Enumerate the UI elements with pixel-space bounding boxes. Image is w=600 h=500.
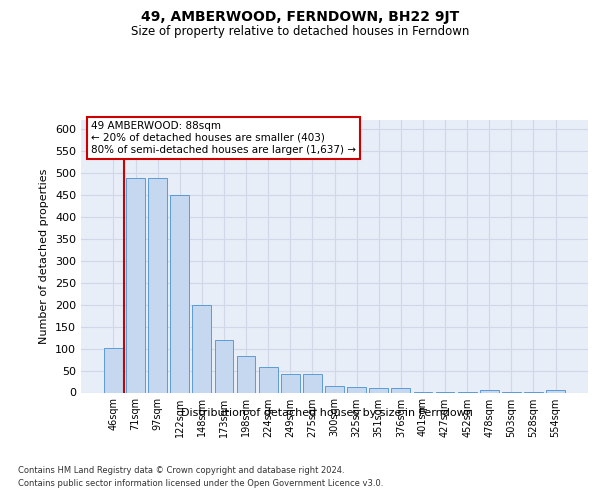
Bar (126, 178, 145, 392)
Text: Contains public sector information licensed under the Open Government Licence v3: Contains public sector information licen… (18, 479, 383, 488)
Bar (303, 374, 322, 392)
Text: 49, AMBERWOOD, FERNDOWN, BH22 9JT: 49, AMBERWOOD, FERNDOWN, BH22 9JT (141, 10, 459, 24)
Bar (148, 178, 167, 392)
Bar (193, 304, 211, 392)
Bar (170, 194, 189, 392)
Text: Distribution of detached houses by size in Ferndown: Distribution of detached houses by size … (181, 408, 473, 418)
Y-axis label: Number of detached properties: Number of detached properties (40, 168, 49, 344)
Bar (370, 388, 388, 392)
Bar (281, 374, 299, 392)
Bar (104, 348, 123, 393)
Text: Contains HM Land Registry data © Crown copyright and database right 2024.: Contains HM Land Registry data © Crown c… (18, 466, 344, 475)
Bar (546, 390, 565, 392)
Text: Size of property relative to detached houses in Ferndown: Size of property relative to detached ho… (131, 25, 469, 38)
Bar (259, 368, 278, 392)
Bar (480, 390, 499, 392)
Bar (347, 387, 366, 392)
Bar (391, 388, 410, 392)
Bar (215, 340, 233, 392)
Text: 49 AMBERWOOD: 88sqm
← 20% of detached houses are smaller (403)
80% of semi-detac: 49 AMBERWOOD: 88sqm ← 20% of detached ho… (91, 122, 356, 154)
Bar (325, 386, 344, 392)
Bar (236, 356, 256, 392)
